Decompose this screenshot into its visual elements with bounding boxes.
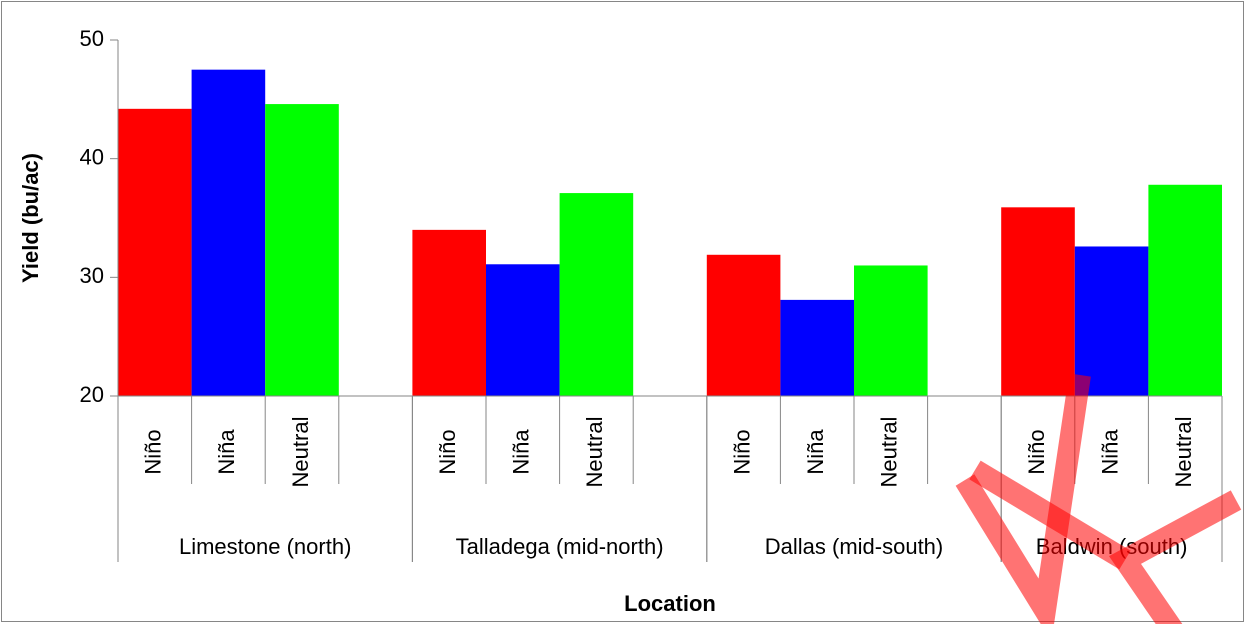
x-sub-label: Niña bbox=[1097, 429, 1122, 475]
x-tick-label: Limestone (north) bbox=[179, 534, 351, 559]
bar bbox=[706, 254, 781, 396]
x-sub-label: Niña bbox=[214, 429, 239, 475]
x-tick-label: Dallas (mid-south) bbox=[765, 534, 944, 559]
x-sub-label: Niño bbox=[729, 429, 754, 474]
bar bbox=[1148, 184, 1222, 396]
y-tick-label: 40 bbox=[80, 144, 104, 169]
x-sub-label: Neutral bbox=[877, 417, 902, 488]
bar bbox=[1001, 207, 1075, 396]
bar bbox=[265, 104, 339, 396]
y-axis-title: Yield (bu/ac) bbox=[18, 153, 43, 283]
x-sub-label: Niño bbox=[435, 429, 460, 474]
x-sub-label: Neutral bbox=[1171, 417, 1196, 488]
bar bbox=[559, 193, 634, 396]
bar bbox=[118, 108, 192, 397]
bar bbox=[486, 264, 560, 396]
x-sub-label: Neutral bbox=[288, 417, 313, 488]
x-axis-title: Location bbox=[624, 591, 716, 616]
bar bbox=[191, 69, 266, 397]
x-tick-label: Talladega (mid-north) bbox=[456, 534, 664, 559]
x-tick-label: Baldwin (south) bbox=[1036, 534, 1188, 559]
x-sub-label: Niño bbox=[1024, 429, 1049, 474]
bar bbox=[412, 229, 486, 396]
x-sub-label: Niña bbox=[803, 429, 828, 475]
x-sub-label: Niño bbox=[141, 429, 166, 474]
bar bbox=[854, 265, 928, 396]
y-tick-label: 50 bbox=[80, 26, 104, 51]
bar bbox=[780, 299, 854, 396]
x-sub-label: Neutral bbox=[582, 417, 607, 488]
x-sub-label: Niña bbox=[509, 429, 534, 475]
y-tick-label: 30 bbox=[80, 263, 104, 288]
y-tick-label: 20 bbox=[80, 382, 104, 407]
bar bbox=[1074, 246, 1149, 396]
